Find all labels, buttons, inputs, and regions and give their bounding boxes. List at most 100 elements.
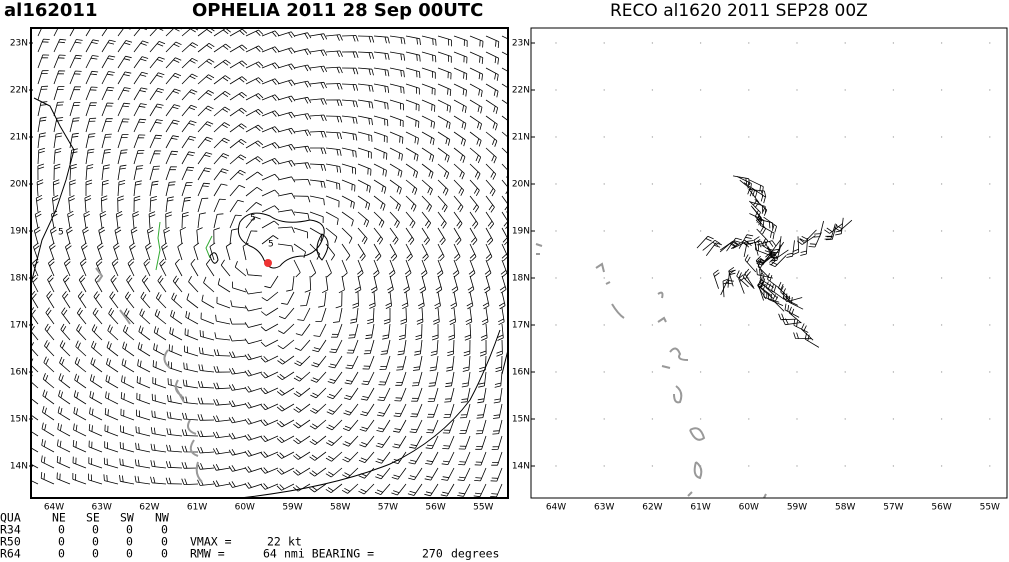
wind-barb <box>73 423 87 437</box>
wind-barb <box>168 344 183 357</box>
wind-barb <box>358 451 375 463</box>
wind-barb <box>69 28 75 37</box>
wind-barb <box>244 450 263 457</box>
grid-dot <box>603 324 605 326</box>
wind-barb <box>37 54 50 69</box>
wind-barb <box>286 275 295 292</box>
wind-barb <box>475 419 487 435</box>
wind-barb <box>348 323 359 339</box>
grid-dot <box>989 371 991 373</box>
wind-barb <box>260 387 279 395</box>
wind-barb <box>437 211 447 229</box>
wind-barb <box>278 307 295 320</box>
table-cell: 0 <box>126 547 133 561</box>
wind-barb <box>501 179 508 197</box>
grid-dot <box>748 418 750 420</box>
lon-label: 61W <box>187 503 207 513</box>
wind-barb <box>101 118 113 133</box>
wind-barb <box>57 423 71 437</box>
wind-barb <box>453 227 462 246</box>
wind-barb <box>177 242 184 261</box>
wind-barb <box>166 428 183 437</box>
wind-barb <box>294 339 311 351</box>
wind-barb <box>276 467 295 475</box>
wind-barb <box>498 291 506 310</box>
wind-barb <box>345 355 359 369</box>
wind-barb <box>165 119 180 133</box>
wind-barb <box>261 307 279 316</box>
grid-dot <box>555 371 557 373</box>
wind-barb <box>44 323 55 341</box>
wind-barb <box>304 275 312 293</box>
wind-barb <box>213 122 230 133</box>
grid-dot <box>555 277 557 279</box>
wind-barb <box>115 211 123 229</box>
wind-barb <box>463 339 471 357</box>
wind-barb <box>74 373 87 389</box>
wind-barb <box>100 195 108 213</box>
wind-barb <box>245 230 258 245</box>
wind-barb <box>200 312 215 325</box>
wind-barb <box>407 483 423 496</box>
wind-barb <box>149 180 159 197</box>
table-cell: R34 <box>0 523 21 537</box>
grid-dot <box>796 230 798 232</box>
grid-dot <box>555 230 557 232</box>
wind-barb <box>37 28 43 37</box>
wind-barb <box>31 430 39 437</box>
wind-barb <box>421 83 436 96</box>
wind-barb <box>293 179 311 186</box>
wind-barb <box>31 391 39 405</box>
wind-barb <box>293 162 311 169</box>
wind-barb <box>136 392 151 405</box>
wind-barb <box>229 228 238 245</box>
wind-barb <box>469 51 484 64</box>
grid-dot <box>651 324 654 326</box>
wind-barb <box>416 307 424 325</box>
wind-barb <box>293 435 311 445</box>
wind-barb <box>437 195 448 213</box>
grid-dot <box>989 183 991 185</box>
wind-barb <box>421 35 437 46</box>
wind-barb <box>165 196 174 213</box>
wind-barb <box>228 367 247 375</box>
wind-barb <box>229 44 248 53</box>
lat-label: 19N <box>10 227 28 237</box>
wind-barb <box>69 179 76 197</box>
wind-barb <box>228 416 247 424</box>
wind-barb <box>244 288 263 295</box>
wind-barb <box>379 355 391 370</box>
wind-barb <box>459 419 471 434</box>
grid-dot <box>940 42 943 44</box>
wind-barb <box>360 403 375 417</box>
wind-barb <box>165 211 172 229</box>
contour-label: 5 <box>268 240 274 250</box>
wind-barb <box>293 145 311 153</box>
wind-barb <box>321 275 329 294</box>
wind-barb <box>260 371 279 379</box>
wind-barb <box>229 169 246 181</box>
wind-barb <box>117 180 126 197</box>
wind-barb <box>464 323 472 341</box>
wind-barb <box>120 425 135 437</box>
wind-barb <box>389 99 404 111</box>
wind-barb <box>120 408 135 421</box>
wind-barb <box>409 419 423 433</box>
wind-barb <box>213 366 231 373</box>
wind-barb <box>485 83 499 98</box>
wind-barb <box>768 241 785 256</box>
wind-barb <box>154 309 167 325</box>
grid-dot <box>796 183 798 185</box>
wind-barb <box>343 387 359 400</box>
wind-barb <box>293 387 311 398</box>
grid-dot <box>699 371 702 373</box>
table-cell: 0 <box>126 523 133 537</box>
wind-barb <box>213 198 226 213</box>
wind-barb <box>104 441 119 453</box>
wind-barb <box>501 67 508 72</box>
wind-barb <box>376 419 391 433</box>
wind-barb <box>56 472 71 485</box>
wind-barb <box>150 427 167 437</box>
table-cell: R50 <box>0 535 21 549</box>
wind-barb <box>213 349 231 357</box>
